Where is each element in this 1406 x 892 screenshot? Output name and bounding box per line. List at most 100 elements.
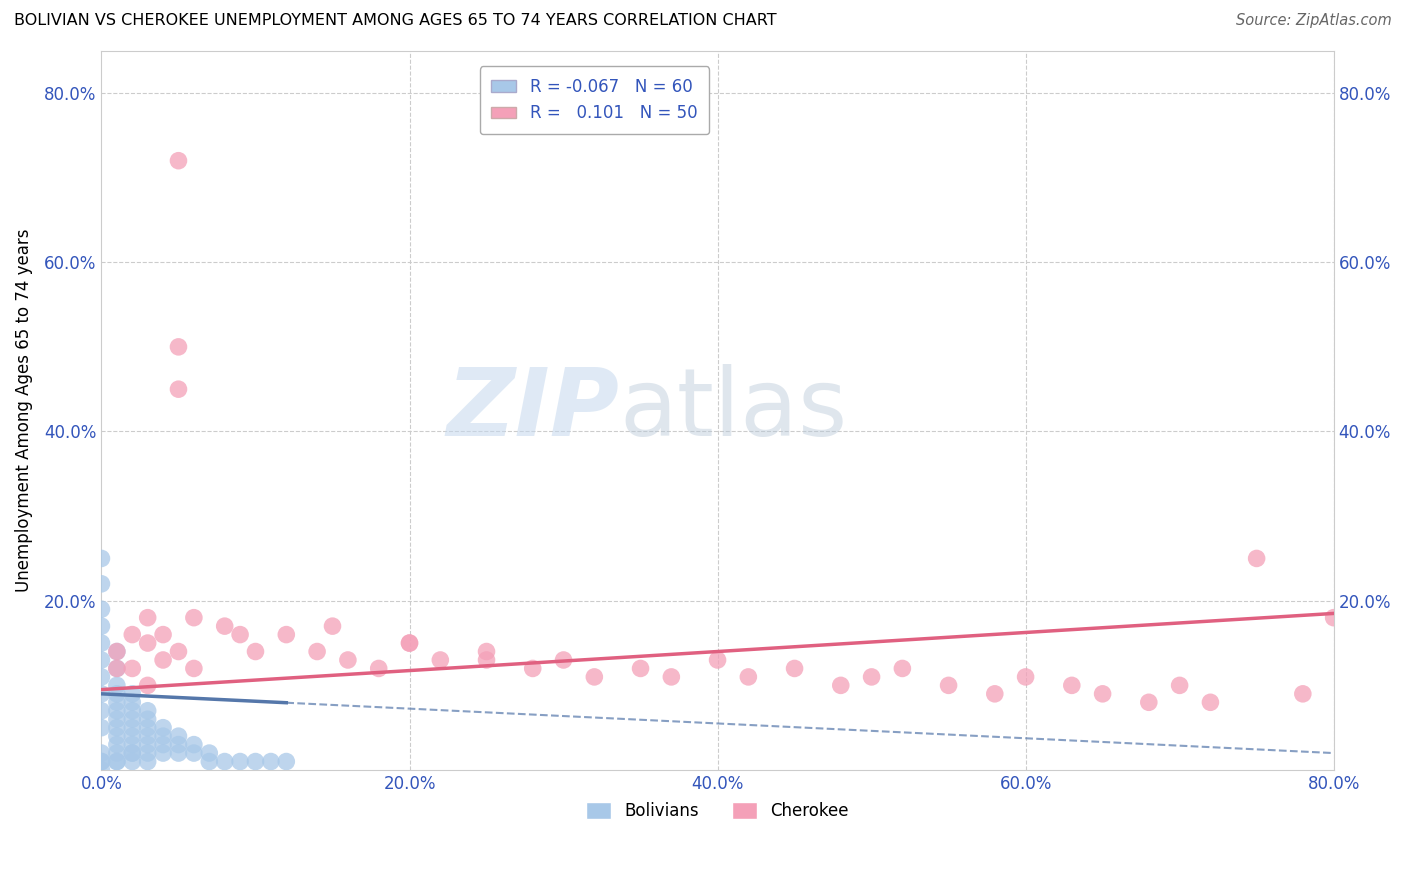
Legend: Bolivians, Cherokee: Bolivians, Cherokee bbox=[579, 795, 856, 826]
Point bbox=[105, 755, 128, 769]
Point bbox=[1137, 695, 1160, 709]
Point bbox=[167, 153, 190, 168]
Point bbox=[167, 738, 190, 752]
Point bbox=[105, 738, 128, 752]
Point bbox=[229, 627, 252, 641]
Point bbox=[121, 729, 143, 743]
Point bbox=[90, 755, 112, 769]
Point bbox=[136, 678, 159, 692]
Point bbox=[276, 627, 298, 641]
Point bbox=[121, 661, 143, 675]
Text: atlas: atlas bbox=[619, 364, 848, 457]
Point bbox=[630, 661, 652, 675]
Point bbox=[183, 661, 205, 675]
Point bbox=[198, 746, 221, 760]
Point bbox=[121, 627, 143, 641]
Point bbox=[167, 644, 190, 658]
Point bbox=[1246, 551, 1268, 566]
Point bbox=[475, 653, 498, 667]
Point bbox=[105, 661, 128, 675]
Point bbox=[121, 687, 143, 701]
Point bbox=[90, 746, 112, 760]
Text: ZIP: ZIP bbox=[446, 364, 619, 457]
Point bbox=[121, 738, 143, 752]
Point bbox=[1060, 678, 1083, 692]
Point bbox=[105, 746, 128, 760]
Point bbox=[136, 721, 159, 735]
Y-axis label: Unemployment Among Ages 65 to 74 years: Unemployment Among Ages 65 to 74 years bbox=[15, 228, 32, 592]
Point bbox=[136, 610, 159, 624]
Point bbox=[938, 678, 960, 692]
Point bbox=[90, 763, 112, 777]
Point bbox=[260, 755, 283, 769]
Point bbox=[105, 695, 128, 709]
Point bbox=[1199, 695, 1222, 709]
Point bbox=[167, 382, 190, 396]
Point bbox=[522, 661, 544, 675]
Point bbox=[307, 644, 329, 658]
Point bbox=[398, 636, 420, 650]
Point bbox=[1014, 670, 1036, 684]
Point bbox=[136, 738, 159, 752]
Point bbox=[90, 704, 112, 718]
Point bbox=[90, 755, 112, 769]
Point bbox=[583, 670, 606, 684]
Point bbox=[90, 653, 112, 667]
Point bbox=[121, 704, 143, 718]
Point bbox=[183, 610, 205, 624]
Point bbox=[367, 661, 389, 675]
Point bbox=[105, 755, 128, 769]
Point bbox=[860, 670, 883, 684]
Point bbox=[398, 636, 420, 650]
Point bbox=[136, 755, 159, 769]
Point bbox=[737, 670, 759, 684]
Point bbox=[659, 670, 682, 684]
Text: BOLIVIAN VS CHEROKEE UNEMPLOYMENT AMONG AGES 65 TO 74 YEARS CORRELATION CHART: BOLIVIAN VS CHEROKEE UNEMPLOYMENT AMONG … bbox=[14, 13, 776, 29]
Point bbox=[152, 746, 174, 760]
Point bbox=[891, 661, 914, 675]
Point bbox=[1292, 687, 1315, 701]
Point bbox=[90, 577, 112, 591]
Point bbox=[136, 746, 159, 760]
Point bbox=[706, 653, 728, 667]
Point bbox=[121, 712, 143, 726]
Point bbox=[245, 644, 267, 658]
Point bbox=[121, 746, 143, 760]
Point bbox=[429, 653, 451, 667]
Point bbox=[336, 653, 359, 667]
Point bbox=[1323, 610, 1346, 624]
Point bbox=[105, 712, 128, 726]
Point bbox=[136, 712, 159, 726]
Point bbox=[90, 670, 112, 684]
Point bbox=[229, 755, 252, 769]
Point bbox=[183, 738, 205, 752]
Point bbox=[1091, 687, 1114, 701]
Point bbox=[121, 695, 143, 709]
Point bbox=[152, 653, 174, 667]
Point bbox=[136, 636, 159, 650]
Point bbox=[105, 687, 128, 701]
Point bbox=[553, 653, 575, 667]
Point bbox=[1168, 678, 1191, 692]
Point bbox=[105, 729, 128, 743]
Point bbox=[105, 678, 128, 692]
Point bbox=[152, 721, 174, 735]
Point bbox=[152, 729, 174, 743]
Point bbox=[90, 602, 112, 616]
Point bbox=[830, 678, 852, 692]
Point bbox=[783, 661, 806, 675]
Point bbox=[90, 551, 112, 566]
Point bbox=[136, 729, 159, 743]
Point bbox=[90, 619, 112, 633]
Point bbox=[167, 729, 190, 743]
Point bbox=[105, 644, 128, 658]
Point bbox=[90, 636, 112, 650]
Point bbox=[90, 721, 112, 735]
Point bbox=[136, 704, 159, 718]
Point bbox=[105, 644, 128, 658]
Point bbox=[167, 746, 190, 760]
Point bbox=[183, 746, 205, 760]
Point bbox=[121, 721, 143, 735]
Point bbox=[105, 721, 128, 735]
Point bbox=[214, 755, 236, 769]
